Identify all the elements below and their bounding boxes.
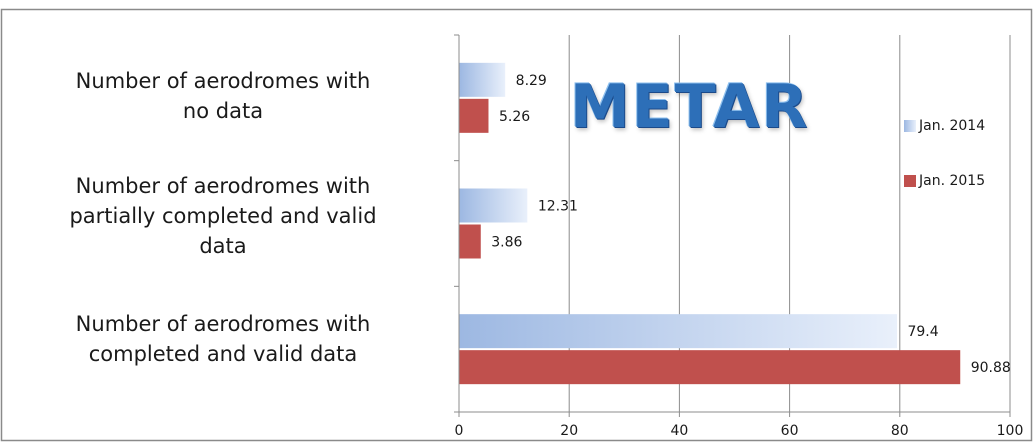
bars [459, 62, 961, 385]
data-label: 8.29 [516, 73, 547, 89]
x-tick-label: 100 [997, 423, 1024, 439]
bar-2014 [459, 62, 506, 97]
legend-swatch-2014 [904, 120, 916, 132]
grid-lines [568, 35, 1011, 412]
category-label-line: partially completed and valid [69, 204, 377, 228]
legend-swatch-2015 [904, 175, 916, 187]
x-tick-label: 0 [455, 423, 464, 439]
chart-title: METAR [570, 72, 810, 142]
axes: 0 20 40 60 80 100 [454, 34, 1024, 439]
data-label: 3.86 [491, 235, 522, 251]
legend-item-2015: Jan. 2015 [904, 173, 985, 189]
legend-item-2014: Jan. 2014 [904, 118, 985, 134]
x-tick-label: 80 [891, 423, 909, 439]
data-label: 79.4 [907, 324, 938, 340]
x-tick-label: 40 [670, 423, 688, 439]
category-label-line: Number of aerodromes with [75, 312, 371, 336]
data-labels: 8.29 5.26 12.31 3.86 79.4 90.88 [491, 73, 1011, 376]
data-label: 12.31 [538, 199, 578, 215]
category-label-no-data: Number of aerodromes with no data [6, 66, 440, 126]
category-label-partial-data: Number of aerodromes with partially comp… [6, 171, 440, 261]
data-label: 5.26 [499, 109, 530, 125]
legend-label-2015: Jan. 2015 [919, 173, 986, 189]
bar-2014 [459, 314, 897, 349]
category-label-line: no data [182, 99, 264, 123]
bar-2015 [459, 350, 961, 385]
category-label-line: Number of aerodromes with [75, 174, 371, 198]
x-tick-label: 60 [781, 423, 799, 439]
category-label-completed-data: Number of aerodromes with completed and … [6, 309, 440, 369]
bar-2015 [459, 98, 489, 133]
data-label: 90.88 [971, 360, 1011, 376]
category-label-line: data [199, 234, 247, 258]
legend-label-2014: Jan. 2014 [919, 118, 986, 134]
category-label-line: completed and valid data [88, 342, 358, 366]
bar-2015 [459, 224, 481, 259]
x-tick-label: 20 [560, 423, 578, 439]
category-label-line: Number of aerodromes with [75, 69, 371, 93]
bar-2014 [459, 188, 528, 223]
